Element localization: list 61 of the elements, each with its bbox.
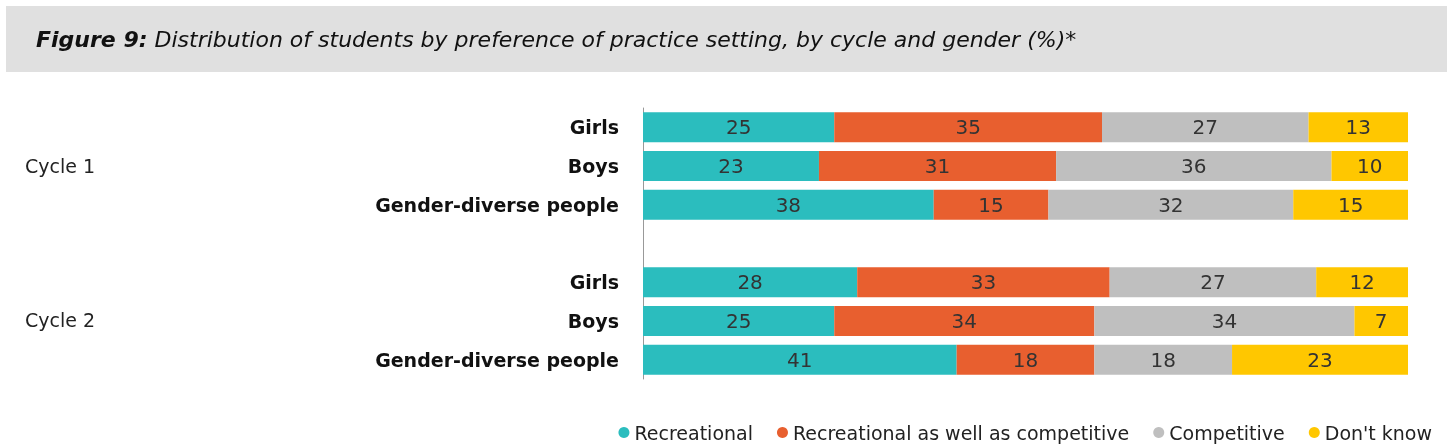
bar [1102,112,1309,143]
data-label: 7 [1374,308,1388,333]
bar [956,344,1095,375]
data-label: 36 [1181,154,1207,179]
y-tick-label: Girls [569,271,619,294]
data-label: 25 [725,308,752,333]
bar [643,112,835,143]
bar [1232,344,1408,375]
data-label: 18 [1012,347,1039,372]
data-label: 35 [955,115,981,140]
y-tick-label: Boys [567,309,619,332]
data-label: 38 [775,192,802,217]
data-label: 27 [1200,270,1226,295]
bar [834,112,1102,143]
data-label: 34 [951,308,978,333]
data-label: 33 [970,270,997,295]
data-label: 27 [1192,115,1218,140]
bar [1293,189,1408,220]
chart-title: Figure 9: Distribution of students by preference of practice setting, by cycle and gender (%)* [36,26,1077,52]
data-label: 32 [1158,192,1184,217]
data-label: 25 [725,115,752,140]
y-tick-label: Gender-diverse people [375,348,619,371]
bar [1048,189,1294,220]
bar [1331,151,1408,182]
y-tick-label: Gender-diverse people [375,193,619,216]
bar [834,305,1095,336]
y-tick-label: Girls [569,116,619,139]
bar [1354,305,1408,336]
legend-label: Recreational as well as competitive [792,421,1130,444]
data-label: 41 [787,347,813,372]
data-label: 10 [1357,154,1383,179]
data-label: 13 [1345,115,1371,140]
data-label: 18 [1150,347,1176,372]
legend-label: Competitive [1169,421,1285,444]
data-label: 31 [924,154,951,179]
data-label: 34 [1211,308,1238,333]
bar [643,305,835,336]
bar [857,267,1110,298]
text: Cycle 2 [25,309,96,332]
legend-label: Recreational [634,421,753,444]
bar [818,151,1057,182]
bar [643,267,858,298]
data-label: 28 [737,270,763,295]
y-tick-label: Boys [567,155,619,178]
data-label: 23 [1307,347,1333,372]
data-label: 15 [978,192,1004,217]
data-label: 12 [1349,270,1375,295]
bar [1094,305,1355,336]
text: Cycle 1 [25,154,96,177]
bar [1308,112,1408,143]
bar [643,344,957,375]
bar [1109,267,1317,298]
bar [643,151,819,182]
bar [643,189,934,220]
bar [1056,151,1332,182]
data-label: 23 [718,154,744,179]
data-label: 15 [1337,192,1364,217]
bar [1316,267,1408,298]
bar [933,189,1049,220]
legend-label: Don't know [1324,421,1432,444]
bar [1094,344,1233,375]
